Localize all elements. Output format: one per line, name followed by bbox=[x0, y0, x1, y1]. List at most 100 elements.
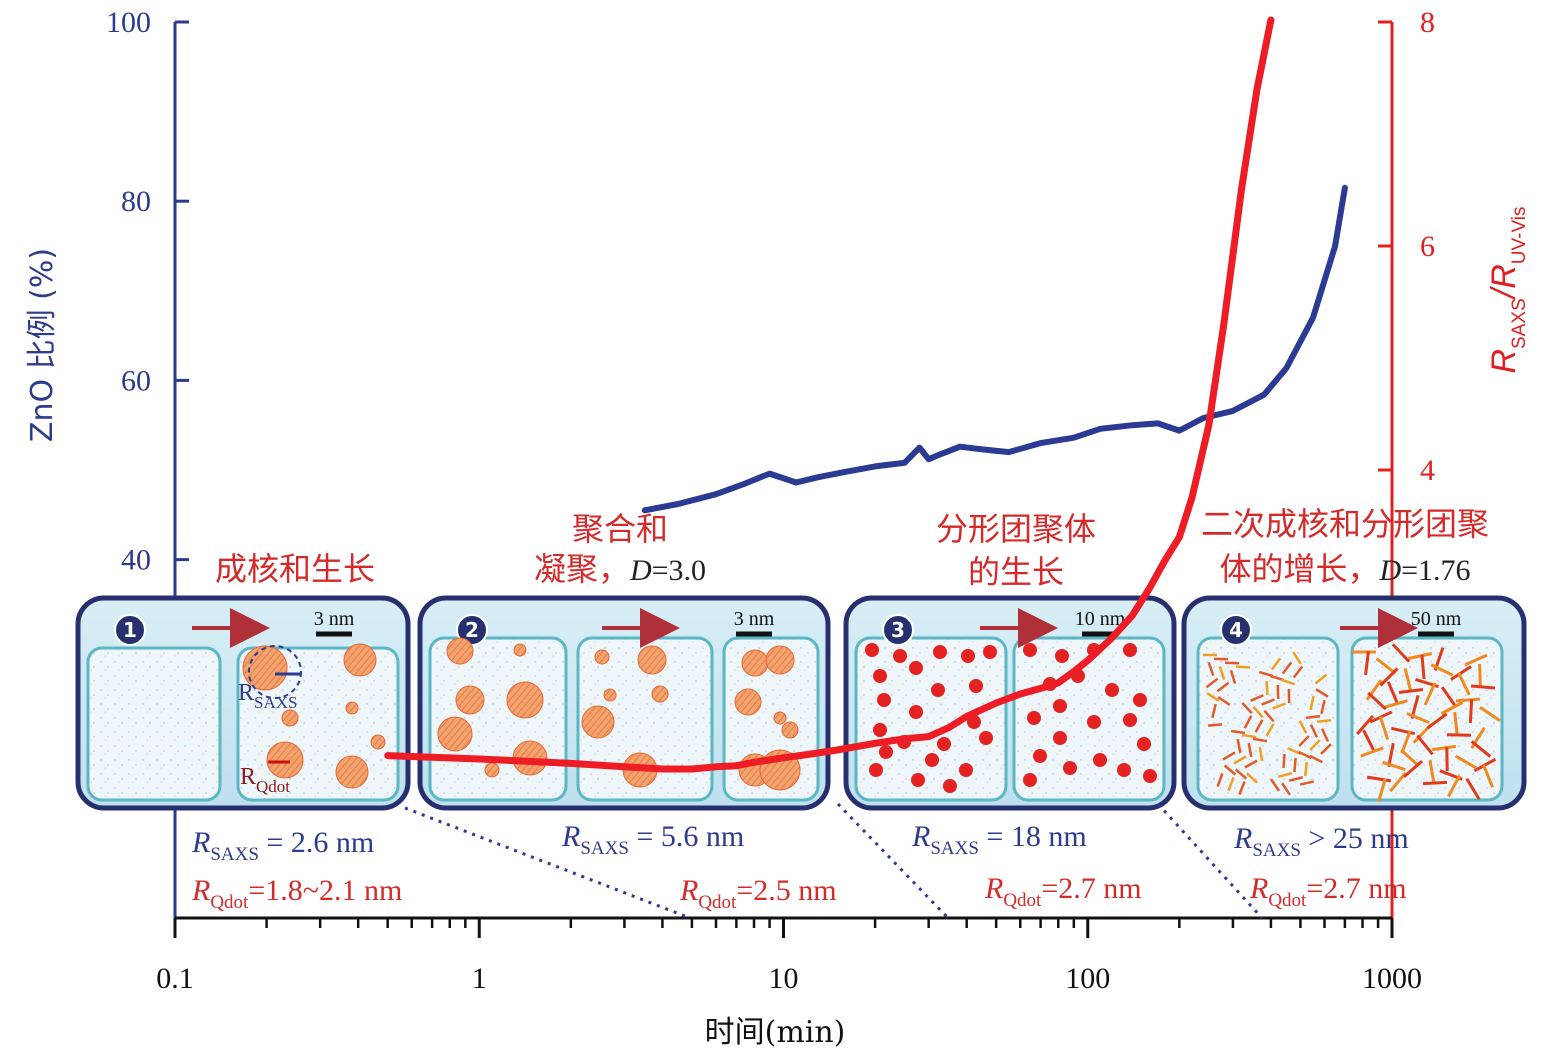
branch-segment bbox=[1454, 754, 1478, 770]
rod-particle bbox=[1265, 680, 1269, 696]
right-axis-tick-label: 6 bbox=[1420, 230, 1435, 263]
branch-segment bbox=[1386, 681, 1400, 705]
rod-particle bbox=[1269, 674, 1285, 682]
stage-subframe bbox=[1196, 636, 1340, 802]
scale-bar-label: 3 nm bbox=[314, 608, 355, 630]
series-line-zno-fraction bbox=[641, 184, 1348, 514]
rod-particle bbox=[1227, 777, 1235, 791]
rod-particle bbox=[1247, 742, 1253, 758]
rod-particle bbox=[1252, 705, 1264, 719]
rod-particle bbox=[1254, 719, 1264, 733]
aggregate-particle bbox=[869, 763, 883, 777]
aggregate-particle bbox=[1133, 693, 1147, 707]
particle bbox=[773, 711, 787, 725]
branch-segment bbox=[1407, 652, 1433, 660]
rod-particle bbox=[1292, 651, 1302, 665]
rod-particle bbox=[1320, 699, 1326, 715]
rod-particle bbox=[1229, 669, 1237, 685]
branch-segment bbox=[1455, 697, 1481, 703]
aggregate-particle bbox=[873, 669, 887, 683]
rod-particle bbox=[1269, 778, 1281, 792]
stage-number-label: 2 bbox=[465, 618, 479, 642]
aggregate-particle bbox=[1023, 643, 1037, 657]
aggregate-particle bbox=[873, 723, 887, 737]
rod-particle bbox=[1309, 724, 1319, 738]
branch-segment bbox=[1431, 744, 1457, 752]
aggregate-particle bbox=[925, 753, 939, 767]
rod-particle bbox=[1230, 729, 1246, 735]
aggregate-particle bbox=[865, 643, 879, 657]
aggregate-particle bbox=[1055, 649, 1069, 663]
branch-segment bbox=[1428, 759, 1436, 785]
rod-particle bbox=[1304, 761, 1308, 777]
stage-number-badge bbox=[882, 614, 914, 646]
right-axis-tick-label: 8 bbox=[1420, 6, 1435, 39]
aggregate-particle bbox=[879, 745, 893, 759]
aggregate-particle bbox=[1027, 711, 1041, 725]
branch-segment bbox=[1379, 667, 1399, 687]
aggregate-particle bbox=[933, 645, 947, 659]
rod-particle bbox=[1316, 719, 1332, 723]
particle bbox=[455, 685, 485, 715]
rod-particle bbox=[1315, 688, 1329, 698]
branch-segment bbox=[1391, 643, 1411, 663]
branch-segment bbox=[1400, 748, 1420, 768]
branch-segment bbox=[1430, 663, 1454, 677]
rod-particle bbox=[1258, 670, 1274, 678]
branch-segment bbox=[1355, 714, 1375, 736]
y2-axis-title: RSAXS/RUV-Vis bbox=[1485, 207, 1530, 374]
x-axis-tick-label: 1000 bbox=[1362, 962, 1422, 995]
aggregate-particle bbox=[937, 737, 951, 751]
rod-particle bbox=[1250, 694, 1264, 702]
particle bbox=[741, 649, 769, 677]
stage-panel-4: 4 50 nm bbox=[1181, 595, 1527, 811]
left-axis-tick-label: 80 bbox=[121, 185, 151, 218]
rod-particle bbox=[1281, 661, 1293, 675]
rod-particle bbox=[1280, 678, 1296, 686]
rod-particle bbox=[1263, 709, 1275, 723]
rod-particle bbox=[1258, 746, 1264, 762]
rod-particle bbox=[1293, 757, 1297, 773]
particle bbox=[345, 701, 359, 715]
rod-particle bbox=[1282, 753, 1286, 769]
aggregate-particle bbox=[909, 705, 923, 719]
aggregate-particle bbox=[969, 679, 983, 693]
branch-segment bbox=[1423, 682, 1437, 706]
stage-annotations: 1 3 nm 2 3 nm 3 10 nm 4 50 nm RSAXS RQdot 成核和生长 聚合和… bbox=[75, 505, 1527, 920]
stage-title-line: 体的增长，D=1.76 bbox=[1219, 550, 1470, 588]
panel-rqdot-label: RQdot bbox=[240, 764, 290, 796]
branch-segment bbox=[1402, 759, 1424, 779]
rod-particle bbox=[1207, 661, 1215, 677]
branch-segment bbox=[1375, 657, 1397, 675]
aggregate-particle bbox=[979, 731, 993, 745]
rod-particle bbox=[1205, 677, 1219, 689]
scale-bar-label: 10 nm bbox=[1075, 608, 1126, 630]
rod-particle bbox=[1217, 696, 1231, 706]
rod-particle bbox=[1320, 728, 1330, 742]
rsaxs-value: RSAXS = 18 nm bbox=[911, 820, 1087, 859]
aggregate-particle bbox=[1093, 753, 1107, 767]
branch-segment bbox=[1384, 699, 1408, 709]
rod-particle bbox=[1305, 714, 1321, 720]
rod-particle bbox=[1265, 723, 1275, 737]
branch-segment bbox=[1468, 698, 1474, 724]
particle bbox=[437, 716, 473, 752]
branch-segment bbox=[1422, 780, 1448, 786]
rod-particle bbox=[1320, 743, 1332, 755]
aggregate-particle bbox=[1117, 763, 1131, 777]
aggregate-particle bbox=[983, 645, 997, 659]
stage-connector bbox=[404, 806, 691, 920]
axis-labels: 时间(min) ZnO 比例 (%) RSAXS/RUV-Vis bbox=[25, 207, 1530, 1051]
rod-particle bbox=[1292, 665, 1304, 679]
branch-segment bbox=[1478, 663, 1482, 689]
particle bbox=[370, 734, 386, 750]
rod-particle bbox=[1241, 733, 1257, 739]
rod-particle bbox=[1272, 702, 1286, 710]
rod-particle bbox=[1299, 780, 1315, 786]
rod-particle bbox=[1298, 735, 1310, 747]
x-axis-title: 时间(min) bbox=[705, 1015, 846, 1050]
particle bbox=[637, 645, 667, 675]
scale-bar-label: 3 nm bbox=[734, 608, 775, 630]
branch-segment bbox=[1406, 712, 1430, 724]
